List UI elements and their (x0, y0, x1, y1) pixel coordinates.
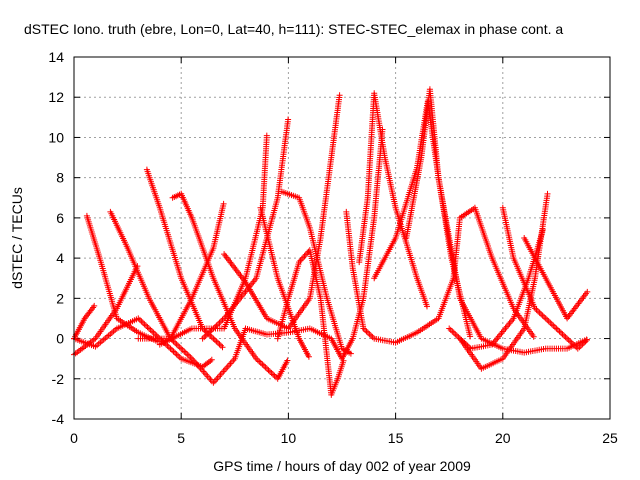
plus-markers (257, 204, 312, 360)
plus-markers (499, 336, 590, 356)
plus-markers (71, 302, 98, 342)
series-B (71, 302, 98, 342)
plus-markers (135, 200, 227, 342)
plus-markers (339, 126, 386, 362)
plus-markers (403, 86, 474, 340)
series-Q (339, 126, 386, 362)
x-tick-label: 5 (177, 430, 185, 446)
y-tick-label: 14 (48, 49, 64, 65)
y-tick-label: 12 (48, 89, 64, 105)
plus-markers (107, 208, 248, 386)
plus-markers (221, 251, 290, 331)
x-tick-label: 15 (388, 430, 404, 446)
plus-markers (83, 212, 161, 345)
series-C (83, 212, 161, 345)
plus-markers (343, 208, 440, 346)
series-D (107, 208, 248, 386)
y-tick-label: 0 (56, 331, 64, 347)
data-series (71, 86, 591, 398)
series-N (274, 247, 347, 398)
y-tick-label: 8 (56, 170, 64, 186)
series-K (221, 251, 290, 331)
series-P (343, 208, 440, 346)
x-tick-label: 0 (70, 430, 78, 446)
plot-border (73, 56, 611, 420)
plus-markers (199, 116, 292, 342)
y-tick-label: 2 (56, 290, 64, 306)
y-axis-label: dSTEC / TECUs (9, 187, 25, 289)
plus-markers (371, 98, 504, 351)
chart-title: dSTEC Iono. truth (ebre, Lon=0, Lat=40, … (24, 21, 563, 37)
y-tick-label: 6 (56, 210, 64, 226)
plus-markers (274, 247, 347, 398)
y-tick-label: 10 (48, 129, 64, 145)
y-tick-label: -2 (52, 371, 65, 387)
x-axis-label: GPS time / hours of day 002 of year 2009 (213, 458, 471, 474)
series-L (257, 204, 312, 360)
y-tick-label: -4 (52, 411, 65, 427)
series-U (435, 204, 537, 340)
series-O (285, 92, 343, 332)
plus-markers (435, 204, 537, 340)
series-T (403, 86, 474, 340)
x-tick-label: 25 (602, 430, 618, 446)
series-AA (242, 325, 344, 360)
series-H (135, 200, 227, 342)
series-J (199, 116, 292, 342)
plus-markers (285, 92, 343, 332)
series-Z (521, 235, 591, 322)
series-Y (499, 336, 590, 356)
y-tick-label: 4 (56, 250, 64, 266)
series-S (371, 98, 504, 351)
x-tick-label: 20 (495, 430, 511, 446)
plus-markers (521, 235, 591, 322)
plus-markers (242, 325, 344, 360)
x-tick-label: 10 (281, 430, 297, 446)
